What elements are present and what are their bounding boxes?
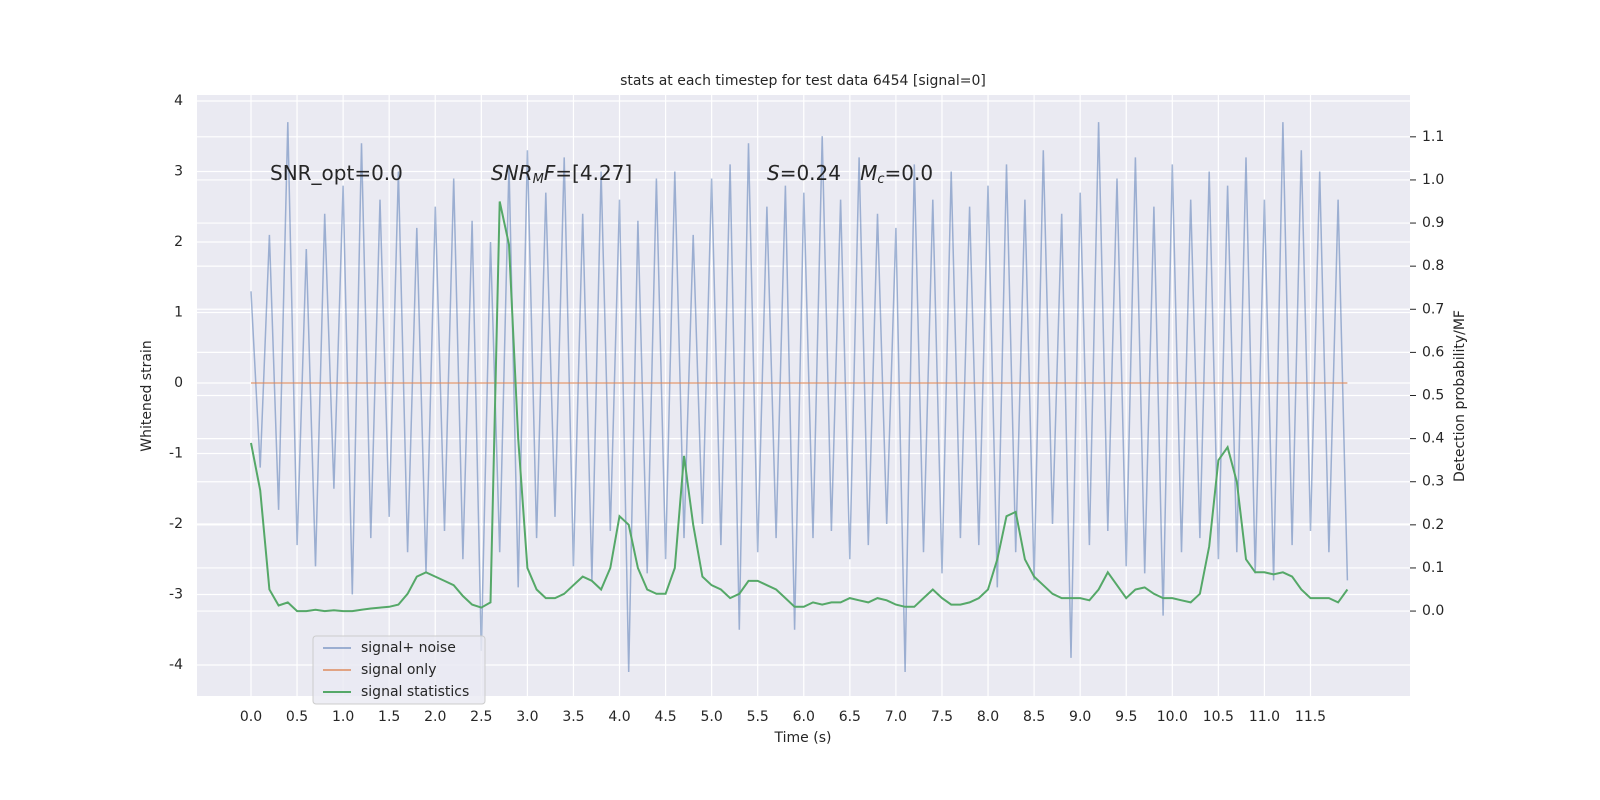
x-tick-label: 4.0	[608, 709, 630, 725]
y2-tick-label: 0.2	[1422, 517, 1444, 533]
y-tick-label: -4	[169, 657, 183, 673]
y-tick-label: 3	[174, 163, 183, 179]
y2-axis-label: Detection probability/MF	[1452, 310, 1468, 482]
y-axis-label: Whitened strain	[139, 340, 155, 451]
legend: signal+ noise signal only signal statistic…	[312, 635, 486, 705]
x-tick-label: 9.5	[1115, 709, 1137, 725]
y2-tick-label: 0.6	[1422, 344, 1444, 360]
legend-label: signal+ noise	[361, 640, 456, 656]
x-tick-label: 7.0	[885, 709, 907, 725]
x-tick-label: 11.0	[1249, 709, 1280, 725]
y-tick-label: 2	[174, 234, 183, 250]
y-tick-label: -3	[169, 586, 183, 602]
x-tick-label: 9.0	[1069, 709, 1091, 725]
x-tick-label: 1.5	[378, 709, 400, 725]
x-axis-label: Time (s)	[774, 730, 832, 746]
x-tick-label: 7.5	[931, 709, 953, 725]
x-tick-label: 11.5	[1295, 709, 1326, 725]
annotation-text: S	[767, 161, 780, 185]
x-tick-label: 2.0	[424, 709, 446, 725]
x-tick-label: 6.5	[839, 709, 861, 725]
x-tick-label: 10.0	[1157, 709, 1188, 725]
annotation-text: =0.24	[780, 161, 860, 185]
y-tick-label: 0	[174, 375, 183, 391]
y2-tick-label: 0.1	[1422, 560, 1444, 576]
annotation-text: M	[533, 172, 544, 187]
y2-tick-label: 0.9	[1422, 215, 1444, 231]
x-tick-label: 3.5	[562, 709, 584, 725]
y2-tick-label: 0.3	[1422, 474, 1444, 490]
x-tick-label: 10.5	[1203, 709, 1234, 725]
y2-tick-label: 1.0	[1422, 172, 1444, 188]
lines	[250, 122, 1349, 673]
x-tick-label: 8.0	[977, 709, 999, 725]
annotation-text: F	[544, 161, 556, 185]
legend-label: signal only	[361, 662, 436, 678]
annotation-text: SNR_opt=0.0	[270, 161, 403, 185]
x-tick-label: 4.5	[654, 709, 676, 725]
x-tick-label: 0.0	[240, 709, 262, 725]
chart-title: stats at each timestep for test data 645…	[620, 73, 986, 89]
annotation-text: =[4.27]	[555, 161, 632, 185]
y2-tick-label: 1.1	[1422, 129, 1444, 145]
y-tick-label: 4	[174, 93, 183, 109]
annotation: S=0.24 Mc=0.0	[767, 161, 933, 187]
annotation-text: =0.0	[885, 161, 934, 185]
y2-tick-label: 0.7	[1422, 301, 1444, 317]
annotation: SNRMF=[4.27]	[491, 161, 632, 187]
x-tick-label: 1.0	[332, 709, 354, 725]
y2-tick-label: 0.8	[1422, 258, 1444, 274]
y2-tick-label: 0.5	[1422, 388, 1444, 404]
series-line	[250, 122, 1349, 673]
legend-box	[312, 635, 486, 705]
x-tick-label: 8.5	[1023, 709, 1045, 725]
x-tick-label: 3.0	[516, 709, 538, 725]
y2-tick-label: 0.4	[1422, 431, 1444, 447]
x-tick-label: 5.5	[747, 709, 769, 725]
annotation-text: SNR	[491, 161, 533, 185]
x-tick-label: 2.5	[470, 709, 492, 725]
y-tick-label: -2	[169, 516, 183, 532]
annotation-text: c	[877, 172, 884, 187]
series-line	[250, 201, 1349, 613]
x-tick-label: 6.0	[793, 709, 815, 725]
legend-label: signal statistics	[361, 684, 469, 700]
y-tick-label: 1	[174, 304, 183, 320]
x-tick-label: 0.5	[286, 709, 308, 725]
y2-tick-label: 0.0	[1422, 603, 1444, 619]
annotation-text: M	[860, 161, 877, 185]
y-tick-label: -1	[169, 445, 183, 461]
x-tick-label: 5.0	[701, 709, 723, 725]
annotation: SNR_opt=0.0	[270, 161, 403, 185]
